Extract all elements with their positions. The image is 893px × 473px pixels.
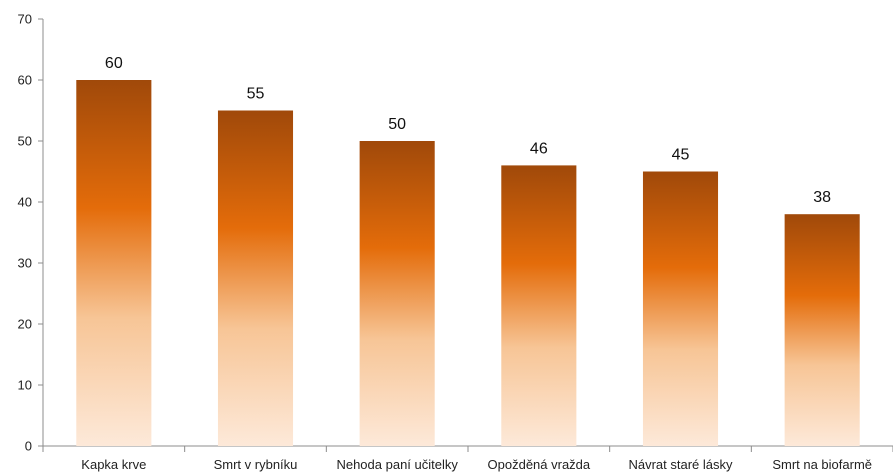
y-tick-label: 70	[18, 12, 32, 27]
bar-4	[501, 165, 577, 446]
data-label-1: 60	[105, 55, 123, 72]
data-labels-group: 60 55 50 46 45 38	[105, 55, 831, 206]
y-tick-label: 40	[18, 195, 32, 210]
y-tick-label: 50	[18, 134, 32, 149]
y-tick-label: 10	[18, 378, 32, 393]
data-label-5: 45	[672, 147, 690, 164]
bar-3	[359, 141, 435, 446]
category-label-1: Kapka krve	[81, 457, 146, 472]
y-tick-label: 60	[18, 73, 32, 88]
category-label-2: Smrt v rybníku	[214, 457, 298, 472]
y-axis: 0 10 20 30 40 50 60 70	[18, 12, 44, 454]
bar-2	[217, 110, 294, 446]
x-axis: Kapka krve Smrt v rybníku Nehoda paní učit…	[42, 445, 893, 472]
category-label-5: Návrat staré lásky	[628, 457, 733, 472]
bars-group	[76, 80, 860, 446]
data-label-2: 55	[247, 86, 265, 103]
data-label-4: 46	[530, 140, 548, 157]
y-tick-label: 30	[18, 256, 32, 271]
data-label-6: 38	[813, 189, 831, 206]
bar-1	[76, 80, 152, 446]
y-tick-label: 20	[18, 317, 32, 332]
data-label-3: 50	[388, 116, 406, 133]
y-tick-label: 0	[25, 439, 32, 454]
category-label-4: Opožděná vražda	[488, 457, 591, 472]
category-label-6: Smrt na biofarmě	[772, 457, 872, 472]
bar-5	[642, 171, 719, 446]
bar-6	[784, 214, 860, 446]
category-label-3: Nehoda paní učitelky	[336, 457, 458, 472]
